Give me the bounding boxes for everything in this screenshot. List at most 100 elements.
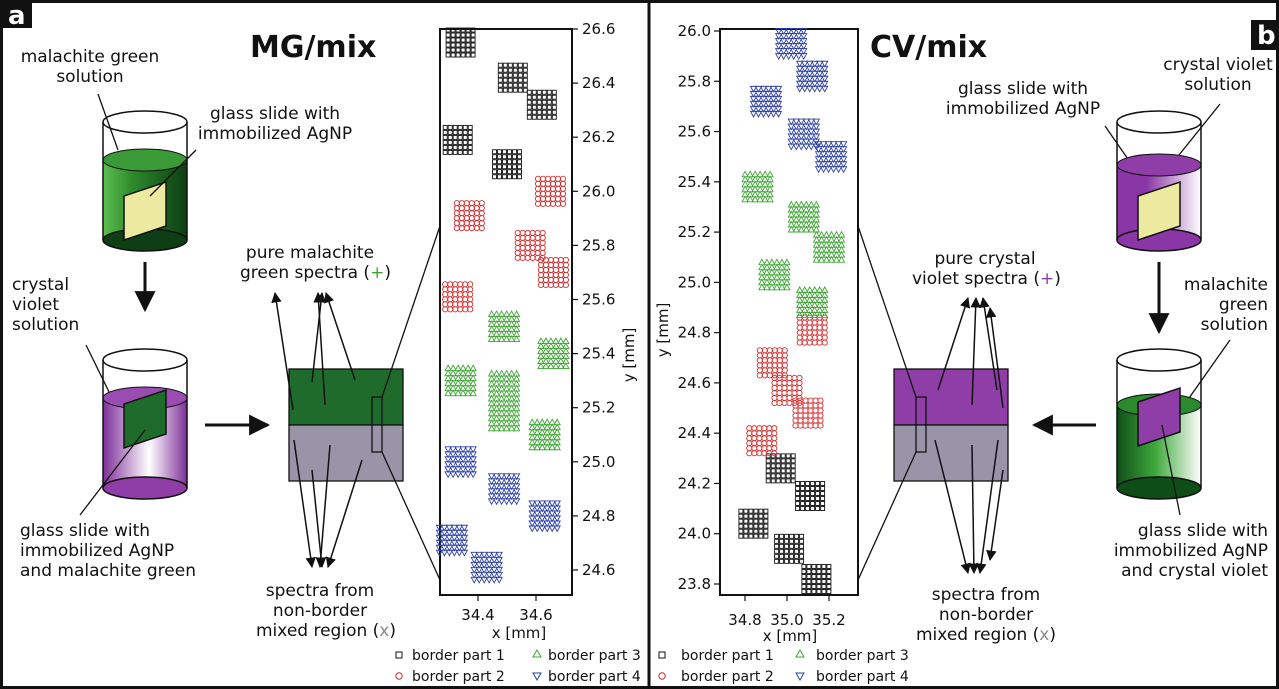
data-point (452, 139, 458, 145)
data-point (805, 486, 811, 491)
data-point (805, 496, 811, 501)
data-point (536, 104, 542, 110)
data-point (551, 114, 557, 120)
cluster-circle (514, 229, 546, 261)
data-point (551, 94, 557, 100)
data-point (467, 134, 473, 140)
data-point (763, 533, 769, 539)
data-point (497, 77, 503, 83)
x-tick-label: 34.8 (728, 611, 761, 629)
data-point (492, 473, 501, 481)
data-point (778, 283, 786, 291)
data-point (774, 48, 783, 56)
data-point (787, 118, 796, 126)
data-point (562, 281, 569, 289)
data-point (512, 478, 521, 486)
data-point (440, 549, 449, 557)
data-point (502, 488, 511, 496)
data-point (834, 166, 843, 174)
data-point (492, 159, 497, 165)
data-point (512, 164, 517, 170)
data-point (522, 82, 528, 88)
data-point (805, 80, 814, 88)
data-point (807, 225, 816, 233)
data-point (470, 37, 476, 43)
data-point (763, 283, 771, 291)
data-point (815, 491, 821, 496)
data-point (497, 72, 503, 78)
legend-b-part4-triangle-icon (795, 672, 805, 682)
data-point (780, 478, 786, 484)
data-point (517, 72, 523, 78)
data-point (497, 478, 506, 486)
data-point (784, 558, 790, 564)
data-point (779, 38, 788, 46)
data-point (460, 524, 469, 532)
panel-b-slide-label-line1: glass slide with (958, 79, 1088, 99)
data-point (769, 105, 778, 113)
data-point (795, 486, 801, 491)
data-point (517, 77, 523, 83)
data-point (779, 558, 785, 564)
data-point (801, 584, 807, 589)
data-point (459, 471, 467, 479)
data-point (814, 156, 823, 164)
data-point (440, 544, 449, 552)
data-point (770, 458, 776, 464)
y-tick-label: 24.0 (678, 525, 711, 543)
data-point (795, 501, 801, 506)
data-point (467, 144, 473, 150)
data-point (816, 579, 822, 584)
data-point (758, 533, 764, 539)
data-point (507, 62, 513, 68)
data-point (753, 523, 759, 529)
data-point (467, 149, 473, 155)
cluster-triangle-up (444, 364, 477, 397)
data-point (801, 574, 807, 579)
cluster-triangle-up (487, 310, 521, 342)
data-point (485, 561, 493, 569)
data-point (490, 571, 498, 579)
panel-a-mixed-line3: mixed region (x) (256, 621, 396, 641)
data-point (807, 143, 816, 151)
data-point (487, 488, 496, 496)
data-point (787, 123, 796, 131)
data-point (502, 478, 511, 486)
data-point (759, 95, 768, 103)
data-point (442, 124, 448, 130)
data-point (770, 473, 776, 479)
data-point (797, 118, 806, 126)
data-point (785, 453, 791, 459)
data-point (785, 458, 791, 464)
panel-a-mixed-region (288, 424, 404, 482)
data-point (784, 43, 793, 51)
data-point (497, 149, 502, 155)
panel-b-mixed-line1: spectra from (932, 585, 1041, 605)
data-point (829, 151, 838, 159)
panel-b-pure-arrow-4 (986, 306, 1004, 409)
data-point (528, 443, 536, 451)
data-point (553, 520, 561, 528)
data-point (763, 508, 769, 514)
data-point (751, 195, 759, 203)
data-point (811, 564, 817, 569)
data-point (460, 37, 466, 43)
data-point (811, 579, 817, 584)
panel-a-pure-line1: pure malachite (246, 243, 374, 263)
data-point (758, 518, 764, 524)
data-point (824, 156, 833, 164)
data-point (512, 82, 518, 88)
data-point (502, 483, 511, 491)
data-point (528, 510, 536, 518)
data-point (485, 551, 493, 559)
data-point (754, 85, 763, 93)
data-point (792, 118, 801, 126)
data-point (445, 37, 451, 43)
data-point (492, 169, 497, 175)
data-point (450, 549, 459, 557)
data-point (829, 146, 838, 154)
data-point (517, 149, 522, 155)
chart-b-ylabel: y [mm] (654, 303, 672, 358)
data-point (512, 169, 517, 175)
data-point (795, 506, 801, 511)
